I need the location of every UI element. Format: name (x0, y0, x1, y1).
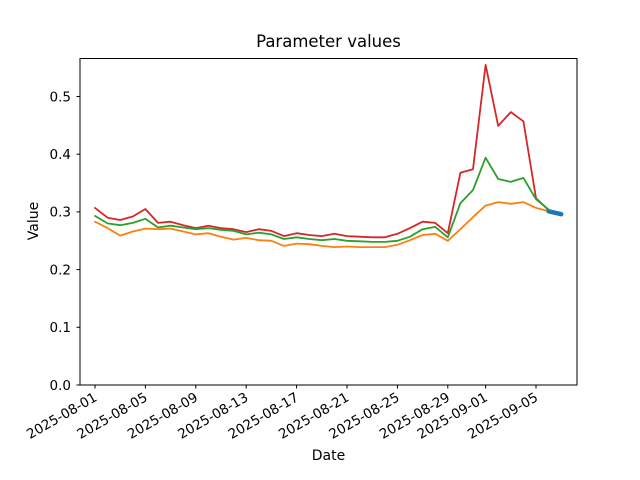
series-red-line (94, 63, 550, 239)
chart-title: Parameter values (256, 32, 401, 51)
x-axis-label: Date (311, 448, 346, 464)
series-green-line (94, 156, 550, 243)
series-orange-line (94, 201, 550, 249)
y-tick-label: 0.3 (50, 205, 71, 221)
y-tick-label: 0.4 (50, 147, 71, 163)
axes-frame (79, 58, 578, 386)
y-tick-label: 0.2 (50, 262, 71, 278)
series-blue-endpoint-line (546, 209, 564, 217)
y-tick-label: 0.1 (50, 320, 71, 336)
y-tick-label: 0.5 (50, 89, 71, 105)
y-tick-label: 0.0 (50, 378, 71, 394)
